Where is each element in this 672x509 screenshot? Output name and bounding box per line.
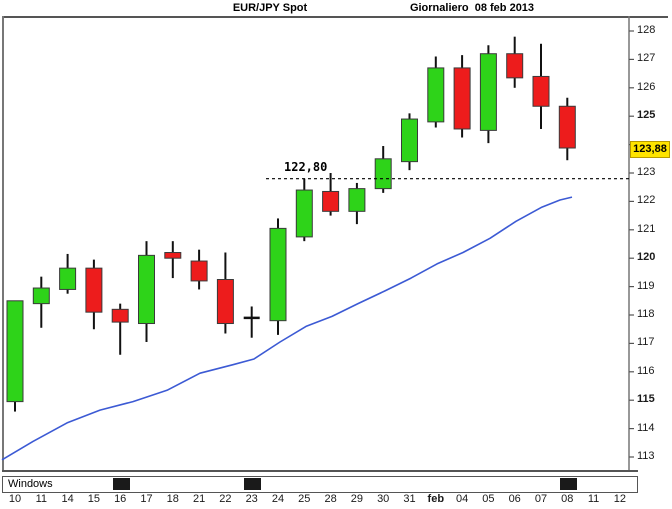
price-tick-label: 123: [637, 166, 656, 178]
price-tick-label: 119: [637, 279, 655, 292]
candle: [453, 67, 471, 130]
x-axis-label: 18: [166, 493, 179, 505]
session-marker: [244, 478, 262, 490]
x-axis-label: 16: [114, 493, 127, 505]
candle: [32, 287, 50, 305]
price-tick-label: 113: [637, 450, 655, 462]
x-axis-label: 12: [613, 493, 627, 505]
candle: [85, 267, 103, 313]
candle: [427, 67, 445, 123]
x-axis-label: 21: [192, 493, 206, 505]
chart-symbol-title: EUR/JPY Spot: [232, 2, 308, 14]
x-axis-label: 31: [403, 493, 416, 505]
candle: [111, 308, 129, 323]
price-tick-label: 121: [637, 222, 656, 235]
candle: [558, 105, 576, 149]
x-axis-label: 07: [534, 493, 548, 505]
x-axis-label: 28: [324, 493, 337, 505]
x-axis-label: 08: [561, 493, 574, 505]
candle: [216, 279, 234, 325]
x-axis-label: 23: [245, 493, 258, 505]
x-axis-label: 11: [35, 493, 47, 505]
price-tick-label: 114: [637, 421, 655, 434]
session-marker: [112, 478, 130, 490]
candle: [269, 227, 287, 322]
candle: [348, 188, 366, 212]
session-marker: [559, 478, 577, 490]
candle: [164, 252, 182, 259]
x-axis-label: 14: [61, 493, 74, 505]
candle: [479, 53, 497, 131]
price-tick-label: 120: [637, 251, 656, 264]
x-axis-label: 05: [482, 493, 495, 505]
x-axis-label: 22: [219, 493, 232, 505]
x-axis-label: 25: [298, 493, 311, 505]
price-tick-label: 118: [637, 308, 655, 320]
x-axis-label: 04: [455, 493, 469, 505]
x-axis-label: 15: [87, 493, 101, 505]
candle: [138, 254, 155, 325]
price-tick-label: 116: [637, 364, 655, 377]
price-tick-label: 125: [637, 109, 656, 122]
last-price-tag: 123,88: [630, 141, 670, 158]
price-tick-label: 115: [637, 393, 655, 406]
x-axis-label: 24: [271, 493, 285, 505]
bottom-pane-bar[interactable]: Windows: [2, 476, 638, 493]
candle: [506, 53, 524, 79]
x-axis-label: 10: [8, 493, 22, 505]
x-axis-label: 17: [140, 493, 153, 505]
windows-pane-label: Windows: [8, 478, 53, 490]
candle: [532, 75, 550, 107]
x-axis-label: 06: [508, 493, 521, 505]
price-tick-label: 128: [637, 24, 656, 36]
price-tick-label: 126: [637, 80, 656, 93]
annotation-price-label: 122,80: [284, 160, 328, 174]
x-axis-label: feb: [427, 493, 445, 505]
candle: [6, 300, 24, 403]
x-axis-label: 29: [350, 493, 364, 505]
candle: [322, 190, 340, 212]
candle: [295, 189, 313, 238]
x-axis-label: 30: [377, 493, 390, 505]
x-axis-label: 11: [587, 493, 600, 505]
chart-timeframe-date: Giornaliero 08 feb 2013: [409, 2, 535, 14]
price-tick-label: 117: [637, 336, 655, 349]
price-tick-label: 122: [637, 194, 656, 207]
candle: [374, 158, 392, 190]
candle: [190, 260, 208, 282]
price-tick-label: 127: [637, 52, 656, 65]
candle: [59, 267, 77, 290]
moving-average-line: [1, 196, 573, 461]
candle: [401, 118, 418, 163]
